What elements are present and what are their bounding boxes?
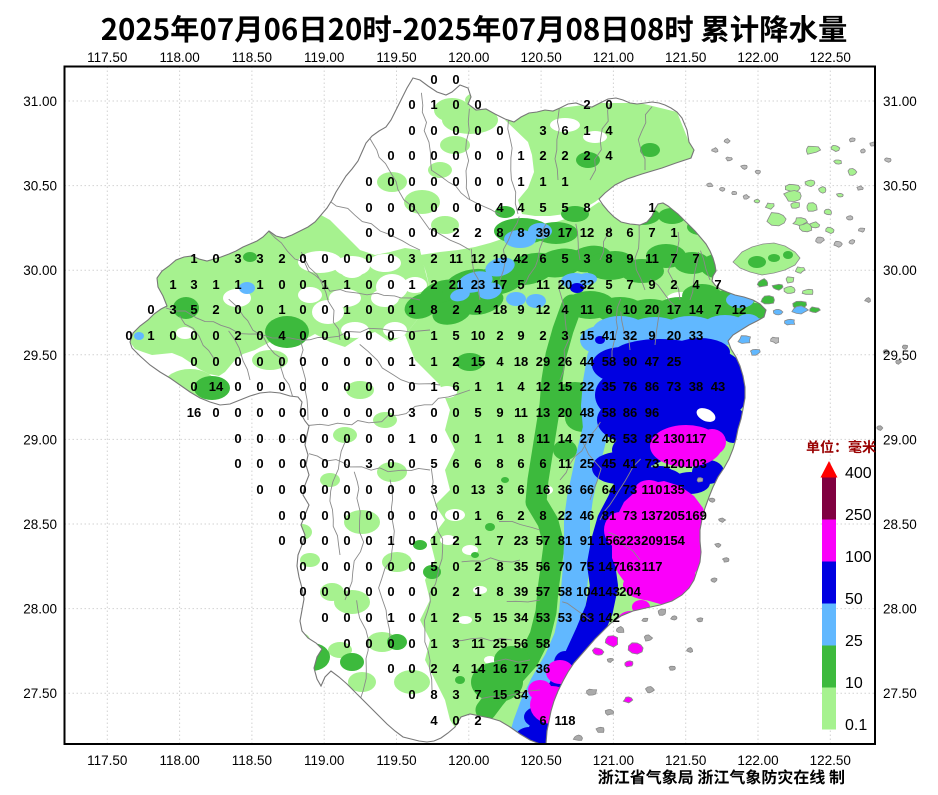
svg-text:118.00: 118.00 <box>159 50 199 65</box>
svg-text:30.00: 30.00 <box>883 263 917 278</box>
svg-text:0.1: 0.1 <box>845 717 867 734</box>
svg-text:30.00: 30.00 <box>23 263 57 278</box>
svg-text:25: 25 <box>845 633 863 650</box>
svg-text:118.50: 118.50 <box>232 50 272 65</box>
svg-text:50: 50 <box>845 591 863 608</box>
svg-text:100: 100 <box>845 549 872 566</box>
svg-text:29.00: 29.00 <box>23 432 57 447</box>
svg-text:119.50: 119.50 <box>376 753 416 768</box>
svg-text:118.50: 118.50 <box>232 753 272 768</box>
svg-text:122.50: 122.50 <box>810 753 851 768</box>
svg-text:28.00: 28.00 <box>883 602 917 617</box>
svg-text:121.50: 121.50 <box>665 753 706 768</box>
svg-text:28.00: 28.00 <box>23 602 57 617</box>
svg-text:119.00: 119.00 <box>304 50 344 65</box>
svg-text:29.50: 29.50 <box>883 348 917 363</box>
svg-text:118.00: 118.00 <box>159 753 199 768</box>
svg-text:117.50: 117.50 <box>87 50 127 65</box>
svg-text:00: 00 <box>430 72 459 87</box>
svg-text:120.50: 120.50 <box>520 50 561 65</box>
svg-text:400: 400 <box>845 465 872 482</box>
svg-text:28.50: 28.50 <box>23 517 57 532</box>
svg-text:27.50: 27.50 <box>883 686 917 701</box>
svg-text:117.50: 117.50 <box>87 753 127 768</box>
svg-text:119.00: 119.00 <box>304 753 344 768</box>
svg-text:121.00: 121.00 <box>593 753 634 768</box>
svg-text:121.50: 121.50 <box>665 50 706 65</box>
svg-text:120.50: 120.50 <box>520 753 561 768</box>
svg-text:120.00: 120.00 <box>448 753 489 768</box>
svg-text:121.00: 121.00 <box>593 50 634 65</box>
svg-text:28.50: 28.50 <box>883 517 917 532</box>
svg-text:27.50: 27.50 <box>23 686 57 701</box>
svg-text:120.00: 120.00 <box>448 50 489 65</box>
svg-text:30.50: 30.50 <box>23 179 57 194</box>
svg-text:29.50: 29.50 <box>23 348 57 363</box>
svg-text:31.00: 31.00 <box>883 94 917 109</box>
svg-text:30.50: 30.50 <box>883 179 917 194</box>
svg-text:31.00: 31.00 <box>23 94 57 109</box>
svg-text:119.50: 119.50 <box>376 50 416 65</box>
svg-text:122.50: 122.50 <box>810 50 851 65</box>
svg-text:10: 10 <box>845 675 863 692</box>
svg-text:250: 250 <box>845 507 872 524</box>
svg-text:122.00: 122.00 <box>737 753 778 768</box>
svg-text:122.00: 122.00 <box>737 50 778 65</box>
svg-text:29.00: 29.00 <box>883 432 917 447</box>
